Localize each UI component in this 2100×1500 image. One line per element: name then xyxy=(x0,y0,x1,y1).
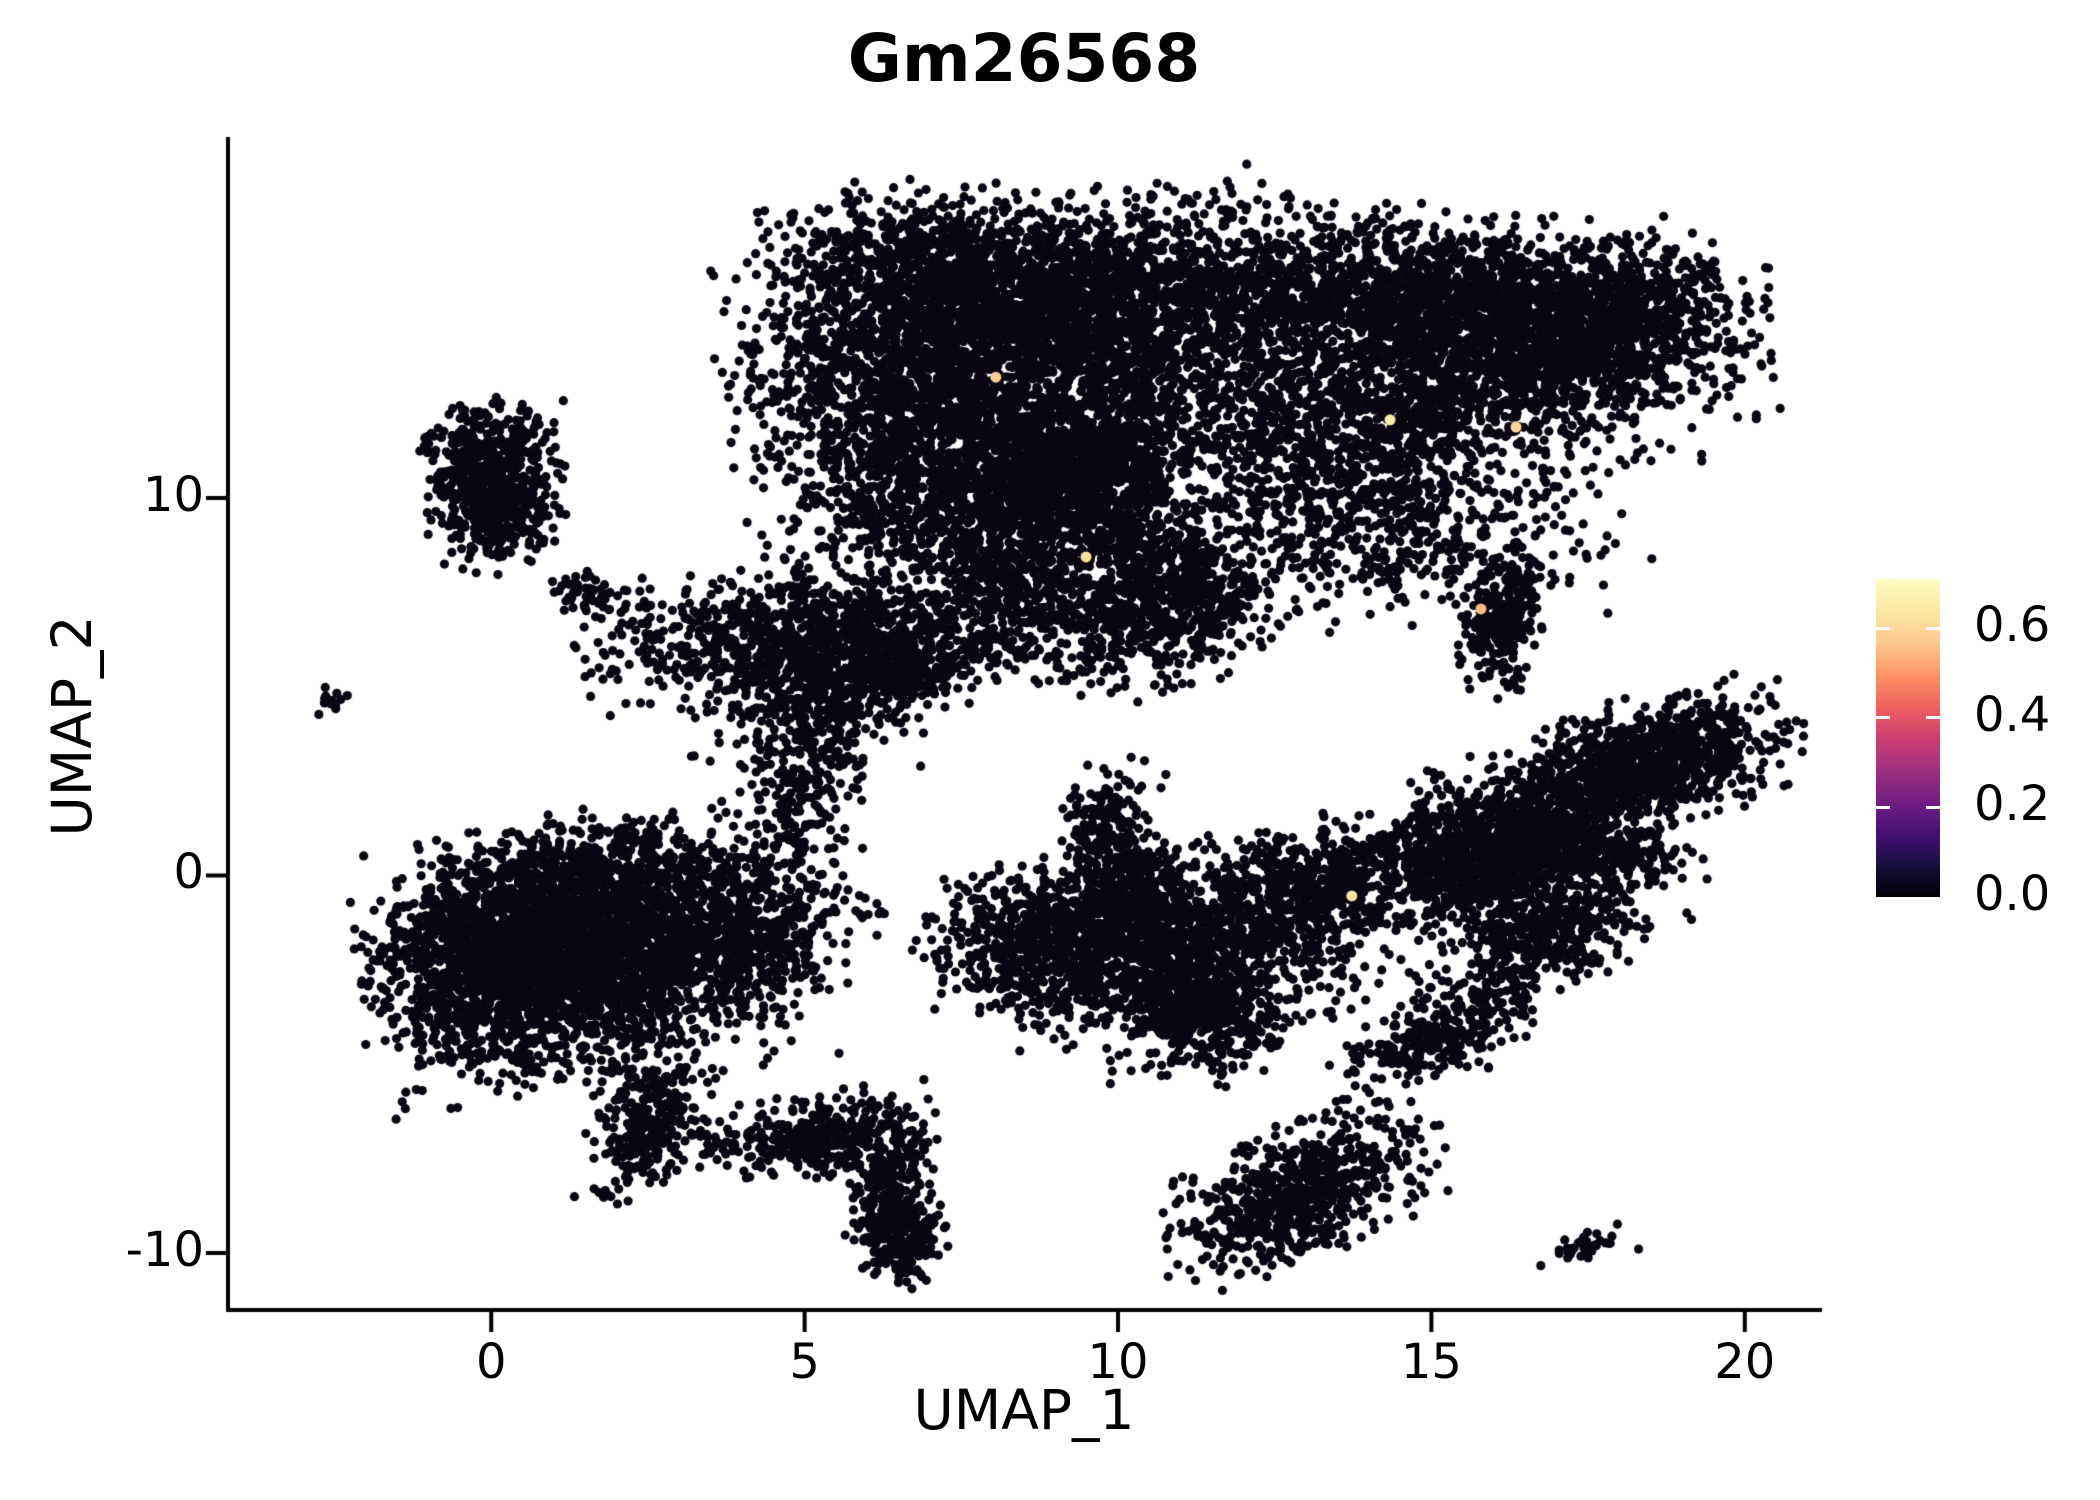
plot-title: Gm26568 xyxy=(847,20,1201,97)
y-tick-label: -10 xyxy=(125,1221,204,1278)
x-tick-label: 10 xyxy=(1087,1334,1149,1390)
colorbar-tick-mark xyxy=(1926,716,1940,720)
x-tick-label: 0 xyxy=(475,1334,507,1390)
colorbar-tick-label: 0.6 xyxy=(1974,597,2051,654)
x-axis-label: UMAP_1 xyxy=(913,1378,1135,1442)
x-tick-label: 20 xyxy=(1714,1334,1776,1390)
colorbar-tick-mark xyxy=(1876,805,1890,809)
colorbar-tick-mark xyxy=(1876,716,1890,720)
x-tick-label: 15 xyxy=(1400,1334,1462,1390)
expression-colorbar xyxy=(1876,579,1940,897)
colorbar-tick-label: 0.2 xyxy=(1974,776,2051,833)
x-tick-label: 5 xyxy=(789,1334,820,1390)
colorbar-tick-label: 0.4 xyxy=(1974,686,2051,743)
colorbar-tick-mark xyxy=(1876,626,1890,630)
y-tick-label: 10 xyxy=(142,467,204,523)
colorbar-tick-label: 0.0 xyxy=(1974,866,2051,922)
colorbar-tick-mark xyxy=(1926,626,1940,630)
colorbar-tick-mark xyxy=(1926,805,1940,809)
y-tick-label: 0 xyxy=(173,844,204,901)
